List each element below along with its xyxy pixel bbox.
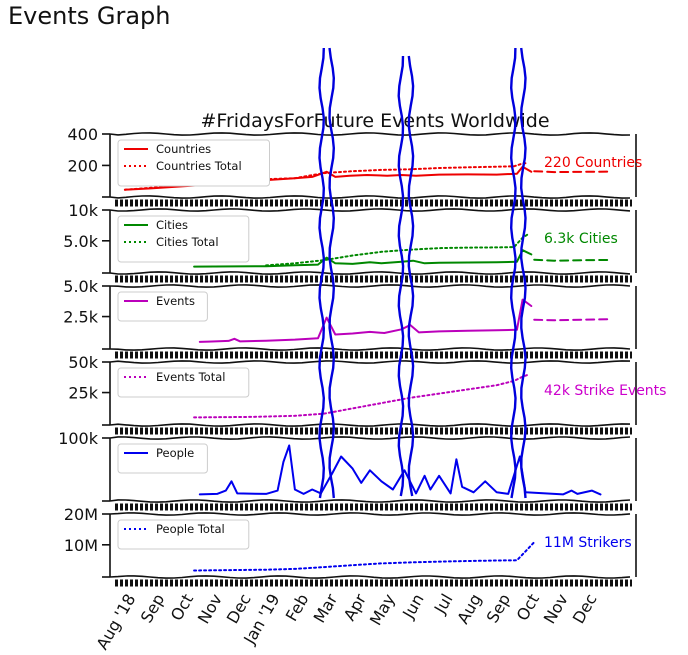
panel-frame-bottom [109,271,631,275]
annotation-42k-strike-events: 42k Strike Events [544,383,666,399]
panel-frame-top [109,512,631,516]
legend: Countries Countries Total [117,139,270,187]
legend-box [117,443,208,474]
legend-label: Events Total [156,370,225,384]
legend-box [117,291,208,322]
x-tick-label: Sep [483,591,515,627]
legend-label: Cities Total [156,235,219,249]
legend-box [117,215,250,263]
x-tick-label: Jun [398,591,427,623]
panel-frame-bottom [109,195,631,199]
panel-frame-top [109,208,631,212]
panel-frame-top [109,360,631,364]
y-tick-label: 25k [68,384,98,403]
x-tick-label: Mar [310,590,342,626]
legend-label: Events [156,294,195,308]
page-heading: Events Graph [8,2,171,30]
legend: Events [117,291,208,322]
series-cities-forecast [533,258,613,262]
legend-box [117,519,250,550]
panel-frame-bottom [109,423,631,427]
highlight-line-may [397,55,405,497]
series-events [198,298,533,343]
panel-people: 100k People [58,429,637,511]
x-tick-label: Aug [453,591,485,628]
panel-frame-bottom [109,347,631,351]
legend-label: Cities [156,218,188,232]
y-tick-label: 200 [67,156,98,175]
annotation-11m-strikers: 11M Strikers [544,535,632,551]
x-tick-label: Oct [513,591,543,624]
highlight-line-mar [328,47,336,499]
legend-label: Countries Total [156,159,242,173]
panel-frame-bottom [109,499,631,503]
y-tick-label: 100k [58,429,99,448]
annotation-220-countries: 220 Countries [544,155,642,171]
highlight-line-sep [509,47,517,499]
legend-box [117,367,250,398]
legend: Events Total [117,367,250,398]
panels-layer: 400 200 Countries Countries Total 220 Countr… [58,125,666,587]
series-people-total [193,541,536,572]
panel-frame-top [109,284,631,288]
series-events-forecast [533,318,613,322]
legend: Cities Cities Total [117,215,250,263]
x-tick-label: Jul [430,591,457,618]
panel-frame-top [109,436,631,440]
x-tick-label: Nov [540,591,572,628]
panel-countries: 400 200 Countries Countries Total 220 Countr… [67,125,642,207]
series-countries-forecast [533,170,613,174]
legend-box [117,139,270,187]
panel-events-total: 50k 25k Events Total 42k Strike Events [68,353,666,435]
y-tick-label: 400 [67,125,98,144]
highlight-line-mar [318,47,326,499]
y-tick-label: 50k [68,353,98,372]
chart-title: #FridaysForFuture Events Worldwide [200,110,549,132]
legend-label: People Total [156,522,225,536]
legend-label: People [156,446,194,460]
series-cities-total [265,233,530,267]
x-tick-label: Oct [167,591,197,624]
legend: People Total [117,519,250,550]
x-tick-label: Feb [282,591,313,625]
panel-frame-top [109,132,631,136]
highlight-line-sep [519,47,527,499]
legend: People [117,443,208,474]
annotation-6-3k-cities: 6.3k Cities [544,231,618,247]
x-tick-label: Nov [194,591,226,628]
y-tick-label: 5.0k [63,277,98,296]
x-tick-label: Sep [137,591,169,627]
y-tick-label: 20M [64,505,98,524]
x-tick-label: Aug '18 [92,591,139,653]
highlight-layer [318,47,527,499]
legend-label: Countries [156,142,211,156]
y-tick-label: 5.0k [63,232,98,251]
y-tick-label: 10k [68,201,98,220]
x-tick-label: Dec [569,591,601,627]
y-tick-label: 10M [64,536,98,555]
panel-frame-bottom [109,575,631,579]
panel-events: 5.0k 2.5k Events [63,277,637,359]
x-tick-label: May [366,591,399,629]
panel-cities: 10k 5.0k Cities Cities Total 6.3k Cities [63,201,637,283]
highlight-line-may [407,55,415,497]
panel-people-total: 20M 10M People Total 11M Strikers [64,505,637,587]
y-tick-label: 2.5k [63,308,98,327]
series-cities [193,249,533,268]
